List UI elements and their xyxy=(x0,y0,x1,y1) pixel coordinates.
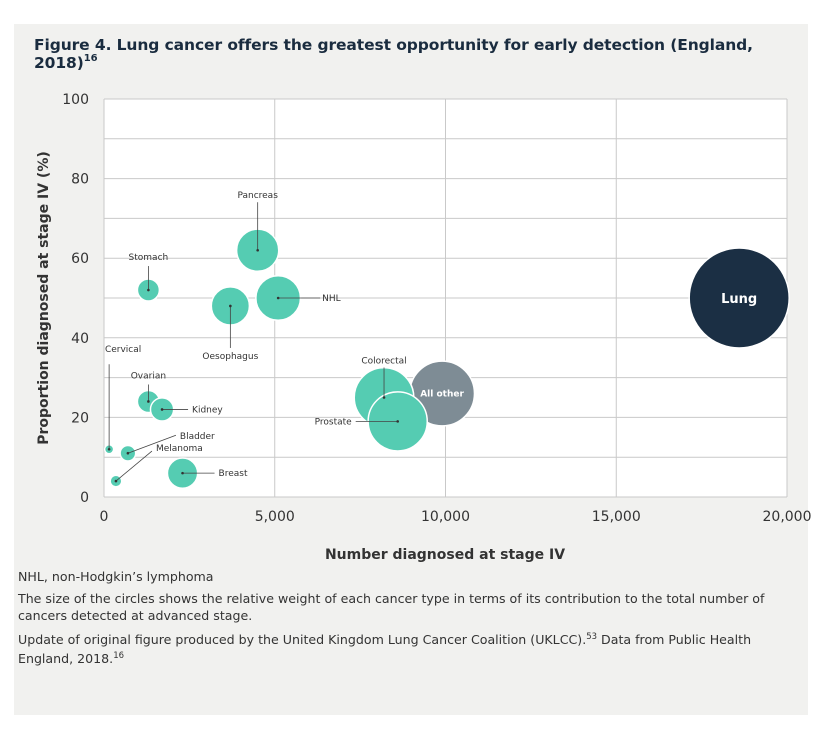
x-tick-label: 15,000 xyxy=(592,509,641,525)
note-size: The size of the circles shows the relati… xyxy=(18,591,765,623)
y-tick-label: 40 xyxy=(71,331,89,347)
y-tick-label: 20 xyxy=(71,410,89,426)
dot-colorectal xyxy=(382,396,386,399)
x-tick-label: 5,000 xyxy=(255,509,295,525)
label-breast: Breast xyxy=(219,469,248,479)
label-all-other: All other xyxy=(420,390,464,400)
x-tick-label: 0 xyxy=(100,509,109,525)
y-tick-label: 100 xyxy=(62,92,89,108)
dot-ovarian xyxy=(147,400,150,403)
bubble-labels: Lung All other Colorectal Prostate Pancreas N… xyxy=(105,191,757,483)
label-kidney: Kidney xyxy=(192,405,223,415)
figure-notes: NHL, non-Hodgkin’s lymphoma The size of … xyxy=(18,568,778,672)
y-axis-label: Proportion diagnosed at stage IV (%) xyxy=(36,151,52,445)
bubble-lung xyxy=(688,247,790,349)
label-lung: Lung xyxy=(721,292,757,307)
label-nhl: NHL xyxy=(322,294,341,304)
note-source: Update of original figure produced by th… xyxy=(18,629,778,667)
y-tick-label: 80 xyxy=(71,172,89,188)
label-cervical: Cervical xyxy=(105,345,141,355)
label-colorectal: Colorectal xyxy=(361,357,406,367)
label-ovarian: Ovarian xyxy=(131,371,166,381)
dot-breast xyxy=(181,471,184,475)
leader-melanoma xyxy=(115,450,153,482)
ticks: 0 20 40 60 80 100 0 5,000 10,000 15,000 20,000 xyxy=(62,92,811,525)
figure-title-text: Figure 4. Lung cancer offers the greates… xyxy=(34,36,753,73)
y-tick-label: 60 xyxy=(71,251,89,267)
x-axis-label: Number diagnosed at stage IV xyxy=(325,547,565,563)
dot-pancreas xyxy=(256,248,259,252)
dot-stomach xyxy=(147,288,150,292)
figure-title: Figure 4. Lung cancer offers the greates… xyxy=(34,36,794,72)
x-tick-label: 10,000 xyxy=(421,509,470,525)
dot-prostate xyxy=(396,420,399,423)
note-source-ref: 53 xyxy=(586,632,598,642)
dot-cervical xyxy=(107,447,111,451)
label-prostate: Prostate xyxy=(315,417,353,427)
dot-nhl xyxy=(276,296,280,300)
dot-oesophagus xyxy=(229,304,232,308)
figure-title-ref: 16 xyxy=(83,53,98,64)
note-source-text: Update of original figure produced by th… xyxy=(18,632,587,648)
note-source-ref2: 16 xyxy=(113,651,125,662)
note-source-text2: Data from Public Health England, 2018. xyxy=(18,632,752,667)
y-tick-label: 0 xyxy=(80,490,89,506)
dot-melanoma xyxy=(114,479,118,483)
note-abbreviation: NHL, non-Hodgkin’s lymphoma xyxy=(18,569,214,584)
grid xyxy=(103,98,788,498)
leader-bladder xyxy=(127,434,177,454)
label-bladder: Bladder xyxy=(180,432,215,442)
x-tick-label: 20,000 xyxy=(763,509,812,525)
dot-kidney xyxy=(160,408,164,411)
label-pancreas: Pancreas xyxy=(237,191,278,201)
label-melanoma: Melanoma xyxy=(156,444,203,454)
label-stomach: Stomach xyxy=(129,253,169,263)
label-oesophagus: Oesophagus xyxy=(202,352,258,362)
dot-bladder xyxy=(126,451,130,455)
